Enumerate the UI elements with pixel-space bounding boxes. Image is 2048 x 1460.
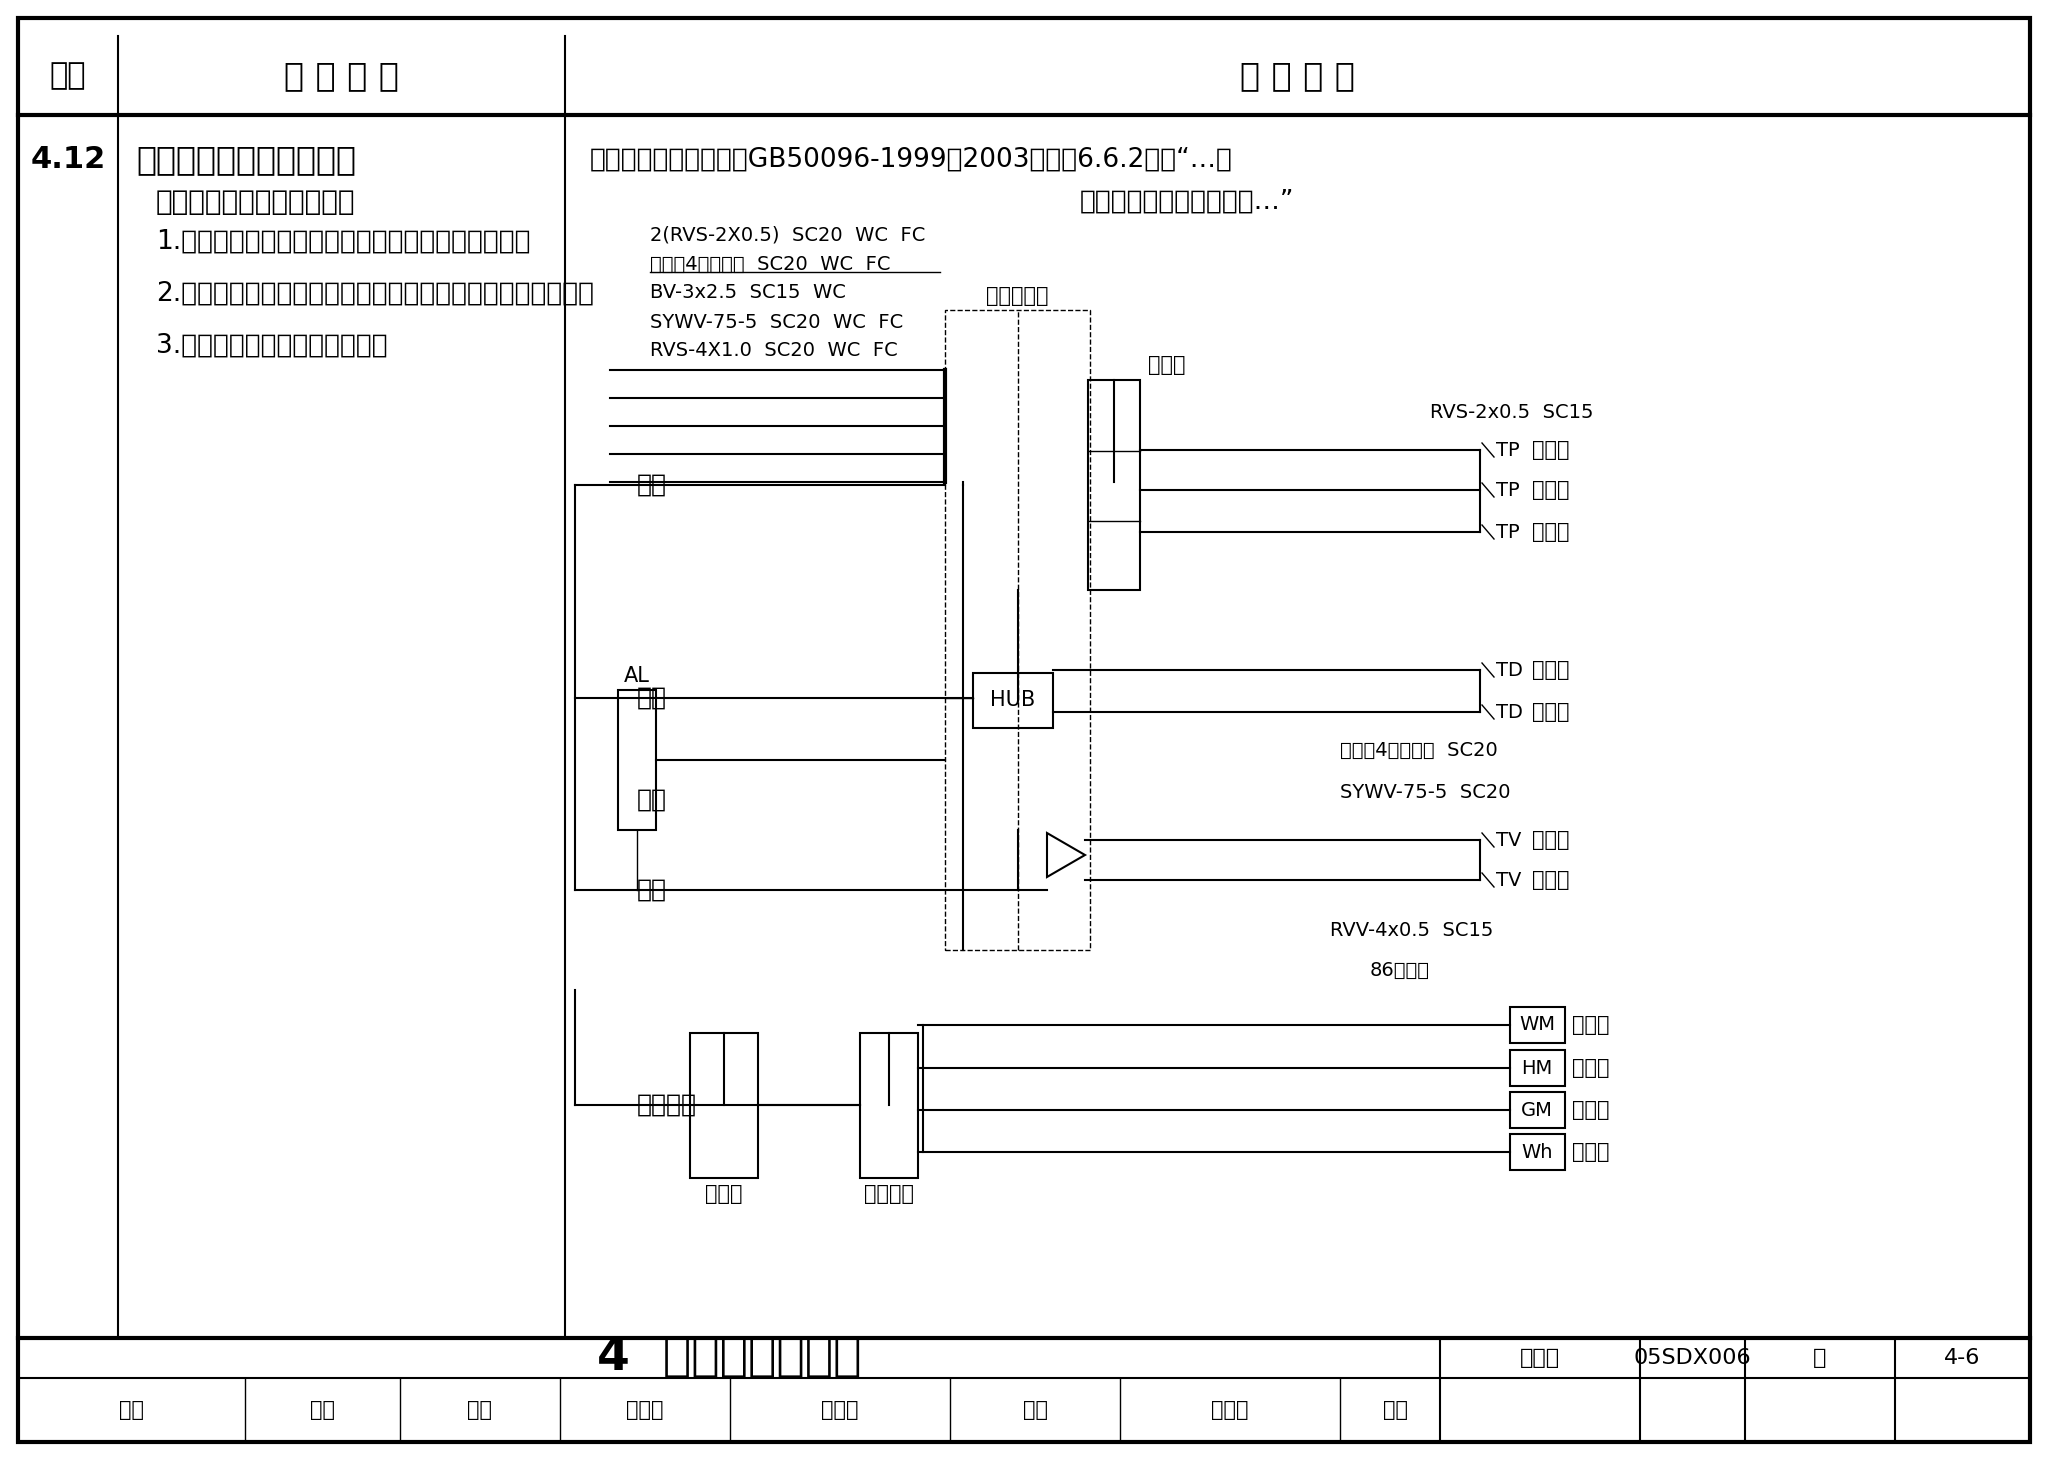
Text: 计量专线: 计量专线 [637, 1094, 696, 1117]
Text: 给水表: 给水表 [1573, 1015, 1610, 1035]
Text: 热能表: 热能表 [1573, 1058, 1610, 1077]
Text: 1.分支线路无接线端子配线架，影响传输信号质量。: 1.分支线路无接线端子配线架，影响传输信号质量。 [156, 229, 530, 255]
Text: 主卧室: 主卧室 [1532, 480, 1569, 499]
Text: 配线架: 配线架 [1149, 355, 1186, 375]
Text: 电话: 电话 [637, 473, 668, 496]
Text: 起居室: 起居室 [1532, 439, 1569, 460]
Text: 改 进 措 施: 改 进 措 施 [1239, 58, 1356, 92]
Text: SYWV-75-5  SC20: SYWV-75-5 SC20 [1339, 783, 1511, 802]
Text: RVS-2x0.5  SC15: RVS-2x0.5 SC15 [1430, 403, 1593, 422]
Bar [690, 1032, 758, 1178]
Bar [1509, 1007, 1565, 1042]
Bar [1509, 1134, 1565, 1169]
Text: 信号箱: 信号箱 [705, 1184, 743, 1203]
Text: 05SDX006: 05SDX006 [1634, 1348, 1751, 1368]
Text: 卫生间: 卫生间 [1532, 523, 1569, 542]
Text: 3.管线走向杂乱，无统一编排。: 3.管线走向杂乱，无统一编排。 [156, 333, 387, 359]
Text: 4  缆线选择及敷设: 4 缆线选择及敷设 [596, 1336, 862, 1381]
Text: 超五类4对对绞线  SC20: 超五类4对对绞线 SC20 [1339, 740, 1497, 759]
Text: 接线端子: 接线端子 [864, 1184, 913, 1203]
Text: TP: TP [1495, 523, 1520, 542]
Text: 主卧室: 主卧室 [1532, 870, 1569, 891]
Text: 住户智能化系统配线杂乱: 住户智能化系统配线杂乱 [135, 143, 356, 177]
Bar [944, 310, 1090, 950]
Text: 数据: 数据 [637, 686, 668, 710]
Bar [1509, 1092, 1565, 1129]
Bar [973, 673, 1053, 727]
Bar [1087, 380, 1141, 590]
Text: TV: TV [1495, 870, 1522, 889]
Text: RVS-4X1.0  SC20  WC  FC: RVS-4X1.0 SC20 WC FC [649, 342, 897, 361]
Text: 根据《住宅设计规范》GB50096-1999（2003年版）6.6.2条，“…每: 根据《住宅设计规范》GB50096-1999（2003年版）6.6.2条，“…每 [590, 147, 1233, 172]
Text: WM: WM [1520, 1016, 1554, 1035]
Text: Wh: Wh [1522, 1143, 1552, 1162]
Text: 孙兰: 孙兰 [309, 1400, 336, 1421]
Text: 图集号: 图集号 [1520, 1348, 1561, 1368]
Text: TD: TD [1495, 702, 1524, 721]
Text: 电能表: 电能表 [1573, 1142, 1610, 1162]
Text: 起居室: 起居室 [1532, 660, 1569, 680]
Text: 李雪佩: 李雪佩 [1210, 1400, 1249, 1421]
Text: 燃气表: 燃气表 [1573, 1099, 1610, 1120]
Text: 住户智能化系统配线杂乱：: 住户智能化系统配线杂乱： [156, 188, 356, 216]
Text: AL: AL [625, 666, 649, 686]
Text: TV: TV [1495, 831, 1522, 850]
Text: 校对: 校对 [467, 1400, 492, 1421]
Text: 超五类4对对绞线  SC20  WC  FC: 超五类4对对绞线 SC20 WC FC [649, 254, 891, 273]
Bar [1509, 1050, 1565, 1086]
Text: TD: TD [1495, 660, 1524, 679]
Bar [618, 691, 655, 829]
Text: 次卧室: 次卧室 [1532, 702, 1569, 723]
Text: 常 见 问 题: 常 见 问 题 [285, 58, 399, 92]
Text: 签名: 签名 [1382, 1400, 1407, 1421]
Text: 设计: 设计 [1022, 1400, 1047, 1421]
Text: 方泽国: 方泽国 [821, 1400, 858, 1421]
Text: 电视: 电视 [637, 877, 668, 902]
Text: HUB: HUB [989, 691, 1034, 710]
Text: 电源: 电源 [637, 788, 668, 812]
Text: 刘屏周: 刘屏周 [627, 1400, 664, 1421]
Text: 页: 页 [1812, 1348, 1827, 1368]
Text: TP: TP [1495, 441, 1520, 460]
Text: 套住宅宜集中设置布线箱…”: 套住宅宜集中设置布线箱…” [1079, 188, 1294, 215]
Text: TP: TP [1495, 480, 1520, 499]
Text: 起居室: 起居室 [1532, 829, 1569, 850]
Text: 86接线盒: 86接线盒 [1370, 961, 1430, 980]
Text: GM: GM [1522, 1101, 1552, 1120]
Text: 住户配线箱: 住户配线箱 [987, 286, 1049, 307]
Text: 2(RVS-2X0.5)  SC20  WC  FC: 2(RVS-2X0.5) SC20 WC FC [649, 225, 926, 244]
Bar [860, 1032, 918, 1178]
Text: BV-3x2.5  SC15  WC: BV-3x2.5 SC15 WC [649, 283, 846, 302]
Text: HM: HM [1522, 1058, 1552, 1077]
Text: 2.引入线缆标注不清楚，线缆型号、管径、敷设方法不具体。: 2.引入线缆标注不清楚，线缆型号、管径、敷设方法不具体。 [156, 280, 594, 307]
Text: SYWV-75-5  SC20  WC  FC: SYWV-75-5 SC20 WC FC [649, 312, 903, 331]
Text: 审核: 审核 [119, 1400, 143, 1421]
Text: 序号: 序号 [49, 61, 86, 91]
Text: RVV-4x0.5  SC15: RVV-4x0.5 SC15 [1329, 920, 1493, 939]
Text: 4.12: 4.12 [31, 146, 106, 175]
Text: 4-6: 4-6 [1944, 1348, 1980, 1368]
